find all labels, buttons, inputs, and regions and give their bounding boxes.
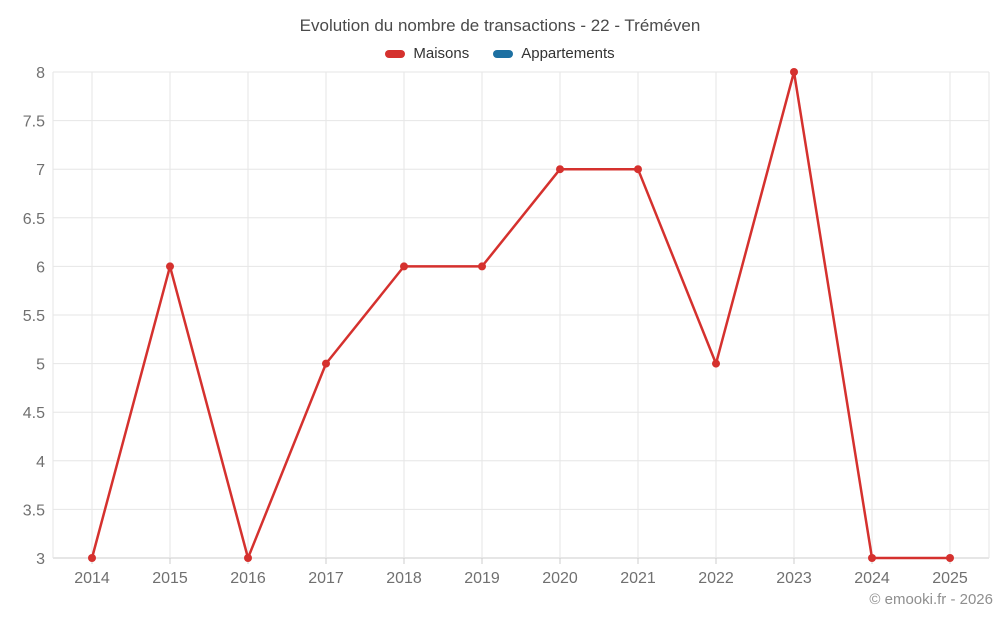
data-point-maisons-2024[interactable] bbox=[868, 554, 876, 562]
legend-swatch bbox=[385, 49, 406, 58]
x-tick-label: 2021 bbox=[620, 570, 656, 587]
legend-item-appartements[interactable]: Appartements bbox=[493, 45, 615, 62]
series-line-maisons bbox=[90, 70, 952, 560]
data-point-maisons-2018[interactable] bbox=[400, 262, 408, 271]
x-axis-ticks bbox=[91, 558, 951, 564]
data-point-maisons-2017[interactable] bbox=[322, 359, 330, 368]
x-tick-label: 2016 bbox=[230, 570, 266, 587]
y-tick-label: 6 bbox=[36, 259, 45, 276]
data-points bbox=[88, 68, 954, 562]
x-tick-label: 2024 bbox=[854, 570, 890, 587]
x-tick-label: 2018 bbox=[386, 570, 422, 587]
data-point-maisons-2016[interactable] bbox=[244, 554, 252, 562]
legend-item-maisons[interactable]: Maisons bbox=[385, 45, 469, 62]
chart-title: Evolution du nombre de transactions - 22… bbox=[299, 16, 701, 35]
x-tick-label: 2020 bbox=[542, 570, 578, 587]
y-tick-label: 4.5 bbox=[23, 405, 45, 422]
y-gridlines bbox=[53, 71, 989, 559]
series-lines bbox=[90, 70, 952, 560]
y-tick-label: 3 bbox=[36, 551, 45, 568]
y-tick-label: 3.5 bbox=[23, 502, 45, 519]
x-tick-label: 2023 bbox=[776, 570, 812, 587]
y-tick-label: 5.5 bbox=[23, 308, 45, 325]
legend: Maisons Appartements bbox=[0, 45, 1000, 62]
legend-label: Appartements bbox=[521, 45, 615, 62]
data-point-maisons-2025[interactable] bbox=[946, 554, 954, 562]
credit-text: © emooki.fr - 2026 bbox=[869, 591, 993, 608]
data-point-maisons-2015[interactable] bbox=[166, 262, 174, 271]
x-gridlines bbox=[52, 72, 990, 558]
y-tick-label: 7 bbox=[36, 162, 45, 179]
legend-swatch bbox=[493, 49, 514, 58]
y-tick-label: 7.5 bbox=[23, 114, 45, 131]
data-point-maisons-2021[interactable] bbox=[634, 165, 642, 174]
data-point-maisons-2020[interactable] bbox=[556, 165, 564, 174]
y-tick-label: 5 bbox=[36, 357, 45, 374]
x-tick-label: 2017 bbox=[308, 570, 344, 587]
data-point-maisons-2023[interactable] bbox=[790, 68, 798, 76]
y-tick-label: 6.5 bbox=[23, 211, 45, 228]
data-point-maisons-2022[interactable] bbox=[712, 359, 720, 368]
y-tick-label: 8 bbox=[36, 65, 45, 82]
x-tick-label: 2019 bbox=[464, 570, 500, 587]
x-axis-labels: 2014 2015 2016 2017 2018 2019 2020 2021 2022 2023… bbox=[74, 570, 968, 587]
legend-label: Maisons bbox=[413, 45, 470, 62]
x-tick-label: 2022 bbox=[698, 570, 734, 587]
data-point-maisons-2019[interactable] bbox=[478, 262, 486, 271]
x-tick-label: 2014 bbox=[74, 570, 110, 587]
y-tick-label: 4 bbox=[36, 454, 45, 471]
y-axis-labels: 3 3.5 4 4.5 5 5.5 6 6.5 7 7.5 8 bbox=[23, 65, 45, 568]
x-tick-label: 2015 bbox=[152, 570, 188, 587]
data-point-maisons-2014[interactable] bbox=[88, 554, 96, 562]
x-tick-label: 2025 bbox=[932, 570, 968, 587]
